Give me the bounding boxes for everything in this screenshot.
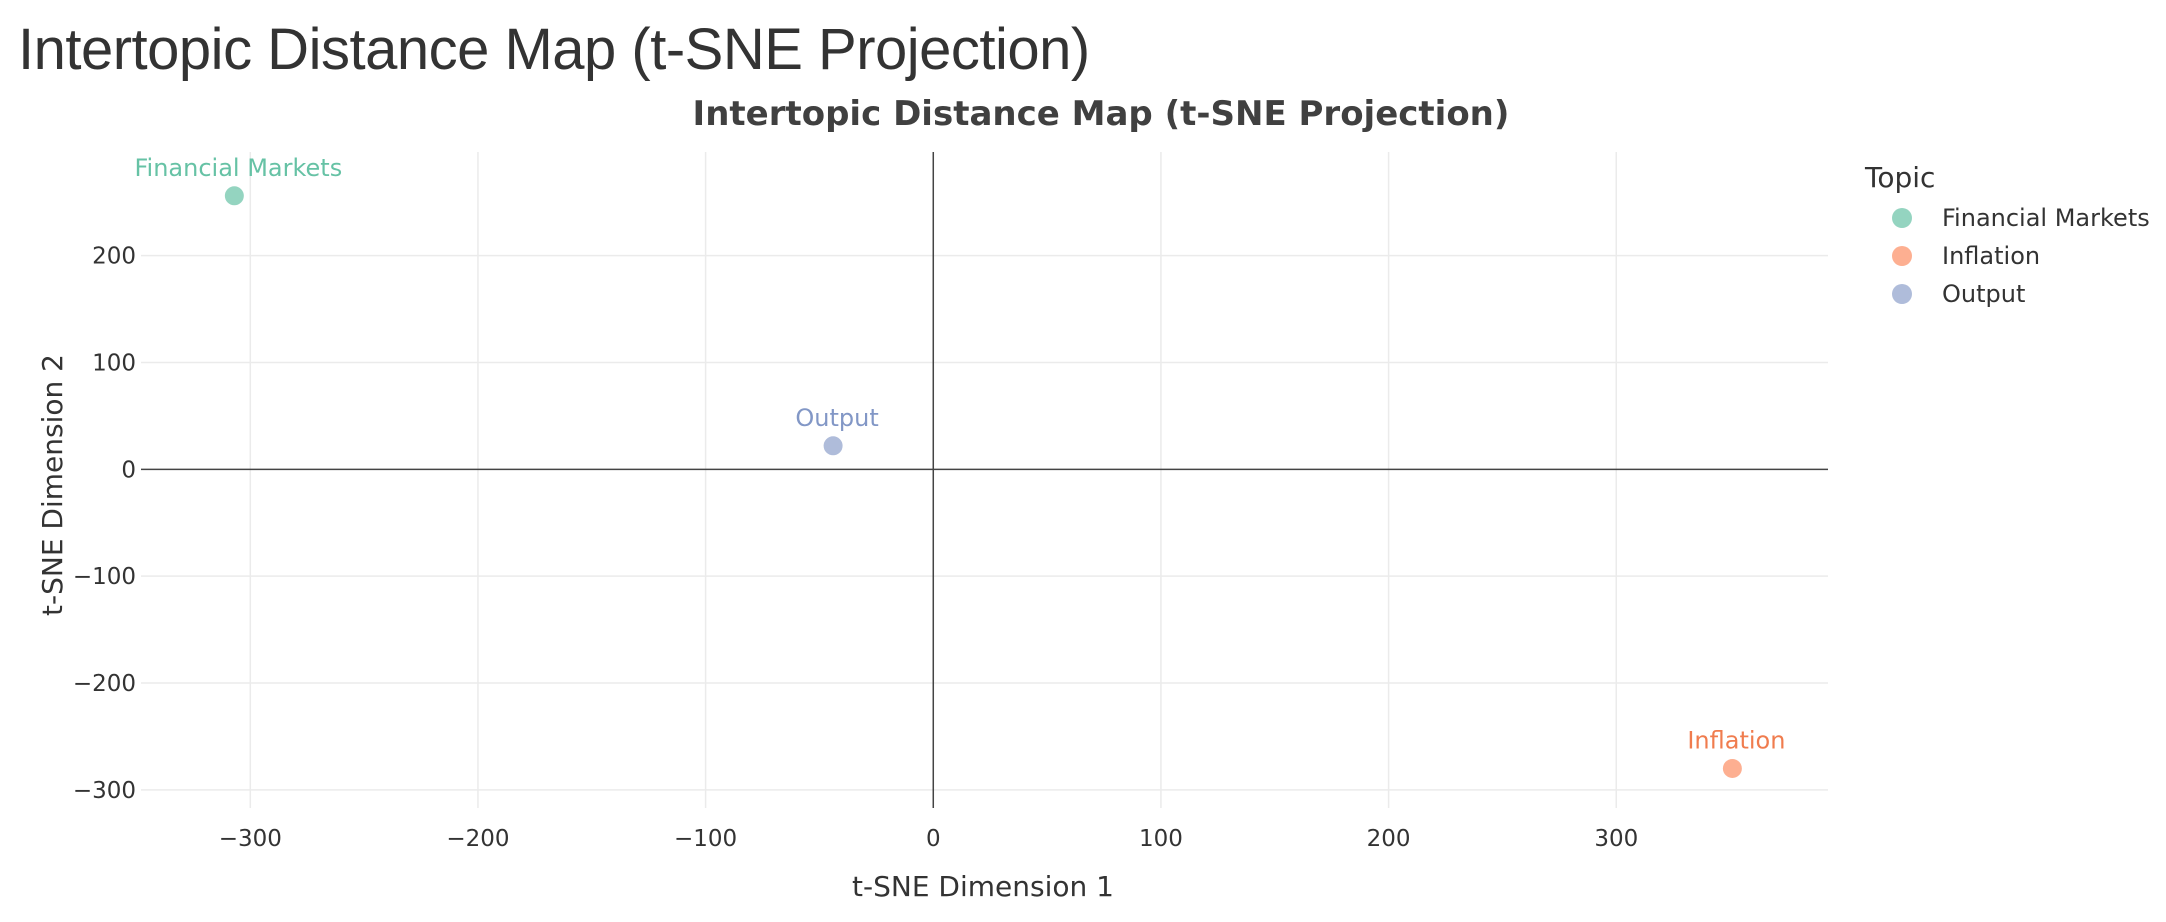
x-tick-label: 0: [926, 826, 941, 852]
y-tick-label: 100: [92, 350, 136, 376]
page-title: Intertopic Distance Map (t-SNE Projectio…: [18, 17, 1090, 82]
x-tick-label: 100: [1139, 826, 1183, 852]
x-tick-label: 300: [1594, 826, 1638, 852]
data-points: Financial Markets Inflation Output: [134, 154, 1785, 778]
point-label: Output: [795, 404, 878, 432]
y-tick-label: −100: [73, 564, 136, 590]
y-tick-label: −300: [73, 778, 136, 804]
point-label: Inflation: [1687, 726, 1785, 754]
grid-lines: [141, 152, 1828, 808]
chart-title: Intertopic Distance Map (t-SNE Projectio…: [693, 94, 1510, 134]
y-tick-label: 200: [92, 244, 136, 270]
x-tick-label: −100: [674, 826, 737, 852]
data-point[interactable]: [224, 186, 244, 206]
y-axis-title: t-SNE Dimension 2: [36, 354, 69, 616]
legend-marker[interactable]: [1892, 208, 1912, 228]
tick-labels: −300 −200 −100 0 100 200 300 −300 −200 −100 0 100 20…: [73, 244, 1638, 852]
y-tick-label: −200: [73, 671, 136, 697]
legend-label[interactable]: Financial Markets: [1942, 204, 2150, 232]
point-label: Financial Markets: [134, 154, 342, 182]
legend-label[interactable]: Inflation: [1942, 242, 2040, 270]
y-tick-label: 0: [121, 457, 136, 483]
data-point[interactable]: [823, 436, 843, 456]
legend-label[interactable]: Output: [1942, 280, 2025, 308]
x-axis-title: t-SNE Dimension 1: [852, 870, 1114, 903]
legend-marker[interactable]: [1892, 246, 1912, 266]
legend-marker[interactable]: [1892, 284, 1912, 304]
legend-items: Financial Markets Inflation Output: [1892, 204, 2150, 308]
zero-lines: [141, 152, 1828, 808]
legend: Topic Financial Markets Inflation Output: [1864, 161, 2150, 308]
x-tick-label: −300: [219, 826, 282, 852]
legend-title: Topic: [1864, 161, 1935, 194]
x-tick-label: −200: [446, 826, 509, 852]
data-point[interactable]: [1722, 758, 1742, 778]
x-tick-label: 200: [1367, 826, 1411, 852]
